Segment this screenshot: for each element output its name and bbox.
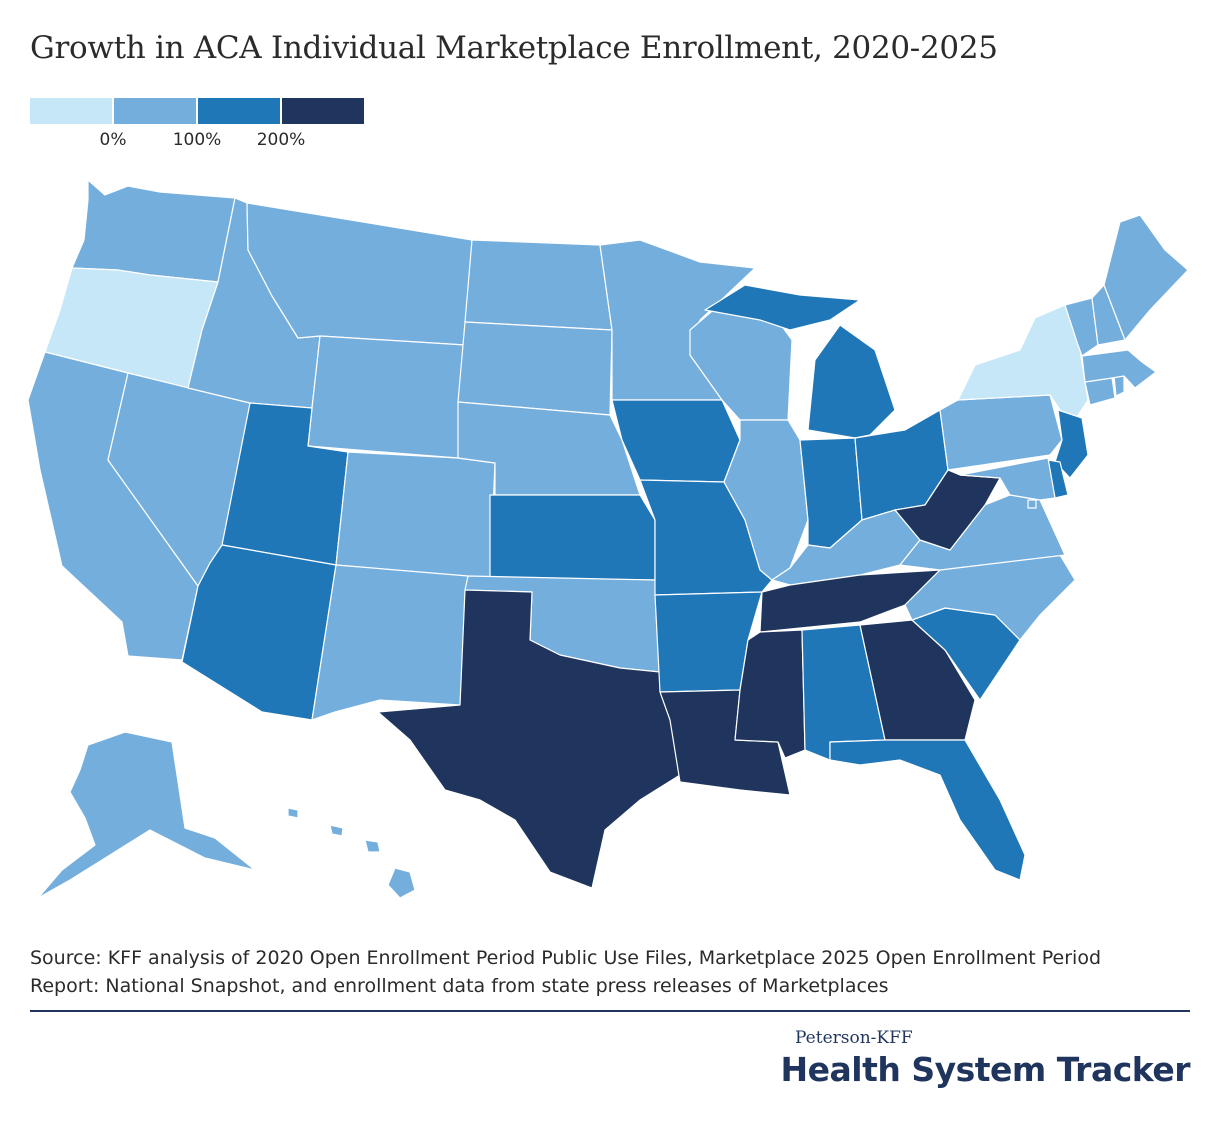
state-SD[interactable] — [457, 321, 613, 416]
state-WY[interactable] — [307, 335, 466, 459]
us-map — [27, 179, 1189, 899]
brand-subtitle: Peterson-KFF — [795, 1028, 913, 1048]
state-VT[interactable] — [1064, 297, 1099, 357]
state-HI[interactable] — [287, 807, 416, 899]
state-DC[interactable] — [1027, 499, 1037, 509]
state-CT[interactable] — [1084, 377, 1116, 406]
state-MA[interactable] — [1081, 349, 1157, 389]
state-ND[interactable] — [464, 239, 613, 331]
state-RI[interactable] — [1113, 375, 1125, 397]
legend-swatch-0-100 — [114, 98, 196, 124]
source-line-2: Report: National Snapshot, and enrollmen… — [30, 975, 889, 997]
legend-swatch-100-200 — [198, 98, 280, 124]
state-TX[interactable] — [377, 589, 681, 889]
legend-tick-200: 200% — [256, 130, 306, 150]
state-MD[interactable] — [959, 457, 1056, 501]
source-note: Source: KFF analysis of 2020 Open Enroll… — [30, 944, 1190, 1000]
source-line-1: Source: KFF analysis of 2020 Open Enroll… — [30, 947, 1102, 969]
legend-tick-100: 100% — [172, 130, 222, 150]
state-ME[interactable] — [1103, 214, 1189, 341]
state-NJ[interactable] — [1054, 409, 1089, 479]
brand-logo-text[interactable]: Health System Tracker — [780, 1050, 1191, 1089]
state-WA[interactable] — [71, 179, 236, 283]
state-KS[interactable] — [489, 494, 656, 581]
state-NM[interactable] — [311, 564, 469, 721]
state-AK[interactable] — [37, 731, 256, 899]
legend: 0% 100% 200% — [30, 98, 370, 158]
footer-divider — [30, 1010, 1190, 1012]
state-FL[interactable] — [829, 739, 1026, 881]
legend-tick-0: 0% — [99, 130, 127, 150]
legend-swatch-above-200 — [282, 98, 364, 124]
state-AZ[interactable] — [181, 544, 337, 721]
legend-swatch-below-0 — [30, 98, 112, 124]
chart-title: Growth in ACA Individual Marketplace Enr… — [30, 30, 998, 66]
state-CO[interactable] — [335, 451, 496, 579]
